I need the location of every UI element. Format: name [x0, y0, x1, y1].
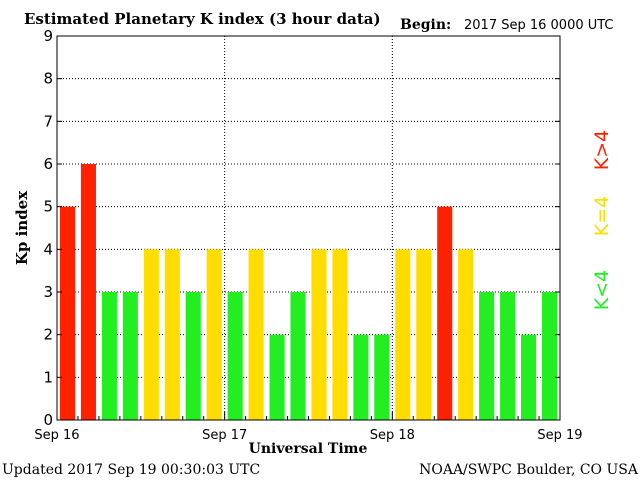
legend-low: K<4	[591, 270, 613, 310]
bars	[59, 164, 558, 420]
kp-bar	[101, 292, 117, 420]
kp-bar	[143, 249, 159, 420]
kp-bar	[437, 206, 453, 420]
x-axis-label: Universal Time	[249, 441, 368, 457]
x-tick-label: Sep 17	[202, 428, 247, 443]
kp-bar	[541, 292, 558, 420]
y-tick-label: 1	[43, 368, 53, 386]
kp-bar	[185, 292, 201, 420]
kp-bar	[458, 249, 474, 420]
kp-bar	[479, 292, 495, 420]
kp-bar	[227, 292, 243, 420]
kp-bar	[269, 334, 285, 420]
legend-high: K>4	[591, 130, 613, 170]
kp-bar	[122, 292, 138, 420]
y-tick-label: 5	[43, 198, 53, 216]
axis-ticks	[56, 35, 561, 421]
kp-bar	[332, 249, 348, 420]
kp-bar	[290, 292, 306, 420]
y-tick-label: 2	[43, 326, 53, 344]
kp-bar	[206, 249, 222, 420]
kp-bar	[416, 249, 432, 420]
kp-bar	[80, 164, 96, 420]
y-tick-label: 7	[43, 112, 53, 130]
begin-value: 2017 Sep 16 0000 UTC	[464, 18, 614, 33]
grid-lines	[57, 36, 560, 420]
x-tick-labels: Sep 16 Sep 17 Sep 18 Sep 19	[34, 428, 582, 443]
y-tick-label: 6	[43, 155, 53, 173]
kp-bar	[164, 249, 180, 420]
y-tick-label: 3	[43, 283, 53, 301]
x-tick-label: Sep 19	[537, 428, 582, 443]
updated-timestamp: Updated 2017 Sep 19 00:30:03 UTC	[2, 462, 260, 478]
kp-bar	[374, 334, 390, 420]
source-credit: NOAA/SWPC Boulder, CO USA	[419, 462, 639, 478]
begin-label: Begin:	[400, 17, 451, 33]
chart-title: Estimated Planetary K index (3 hour data…	[24, 10, 381, 28]
kp-bar	[500, 292, 516, 420]
legend-mid: K=4	[591, 196, 613, 236]
kp-bar	[521, 334, 537, 420]
y-tick-label: 9	[43, 27, 53, 45]
x-tick-label: Sep 18	[370, 428, 415, 443]
kp-bar	[59, 206, 76, 420]
kp-bar	[311, 249, 327, 420]
y-tick-label: 4	[43, 240, 53, 258]
kp-bar	[395, 249, 411, 420]
y-tick-labels: 0 1 2 3 4 5 6 7 8 9	[43, 27, 53, 429]
y-tick-label: 0	[43, 411, 53, 429]
x-tick-label: Sep 16	[34, 428, 79, 443]
y-axis-label: Kp index	[13, 190, 31, 265]
kp-bar	[353, 334, 369, 420]
kp-bar	[248, 249, 264, 420]
y-tick-label: 8	[43, 70, 53, 88]
